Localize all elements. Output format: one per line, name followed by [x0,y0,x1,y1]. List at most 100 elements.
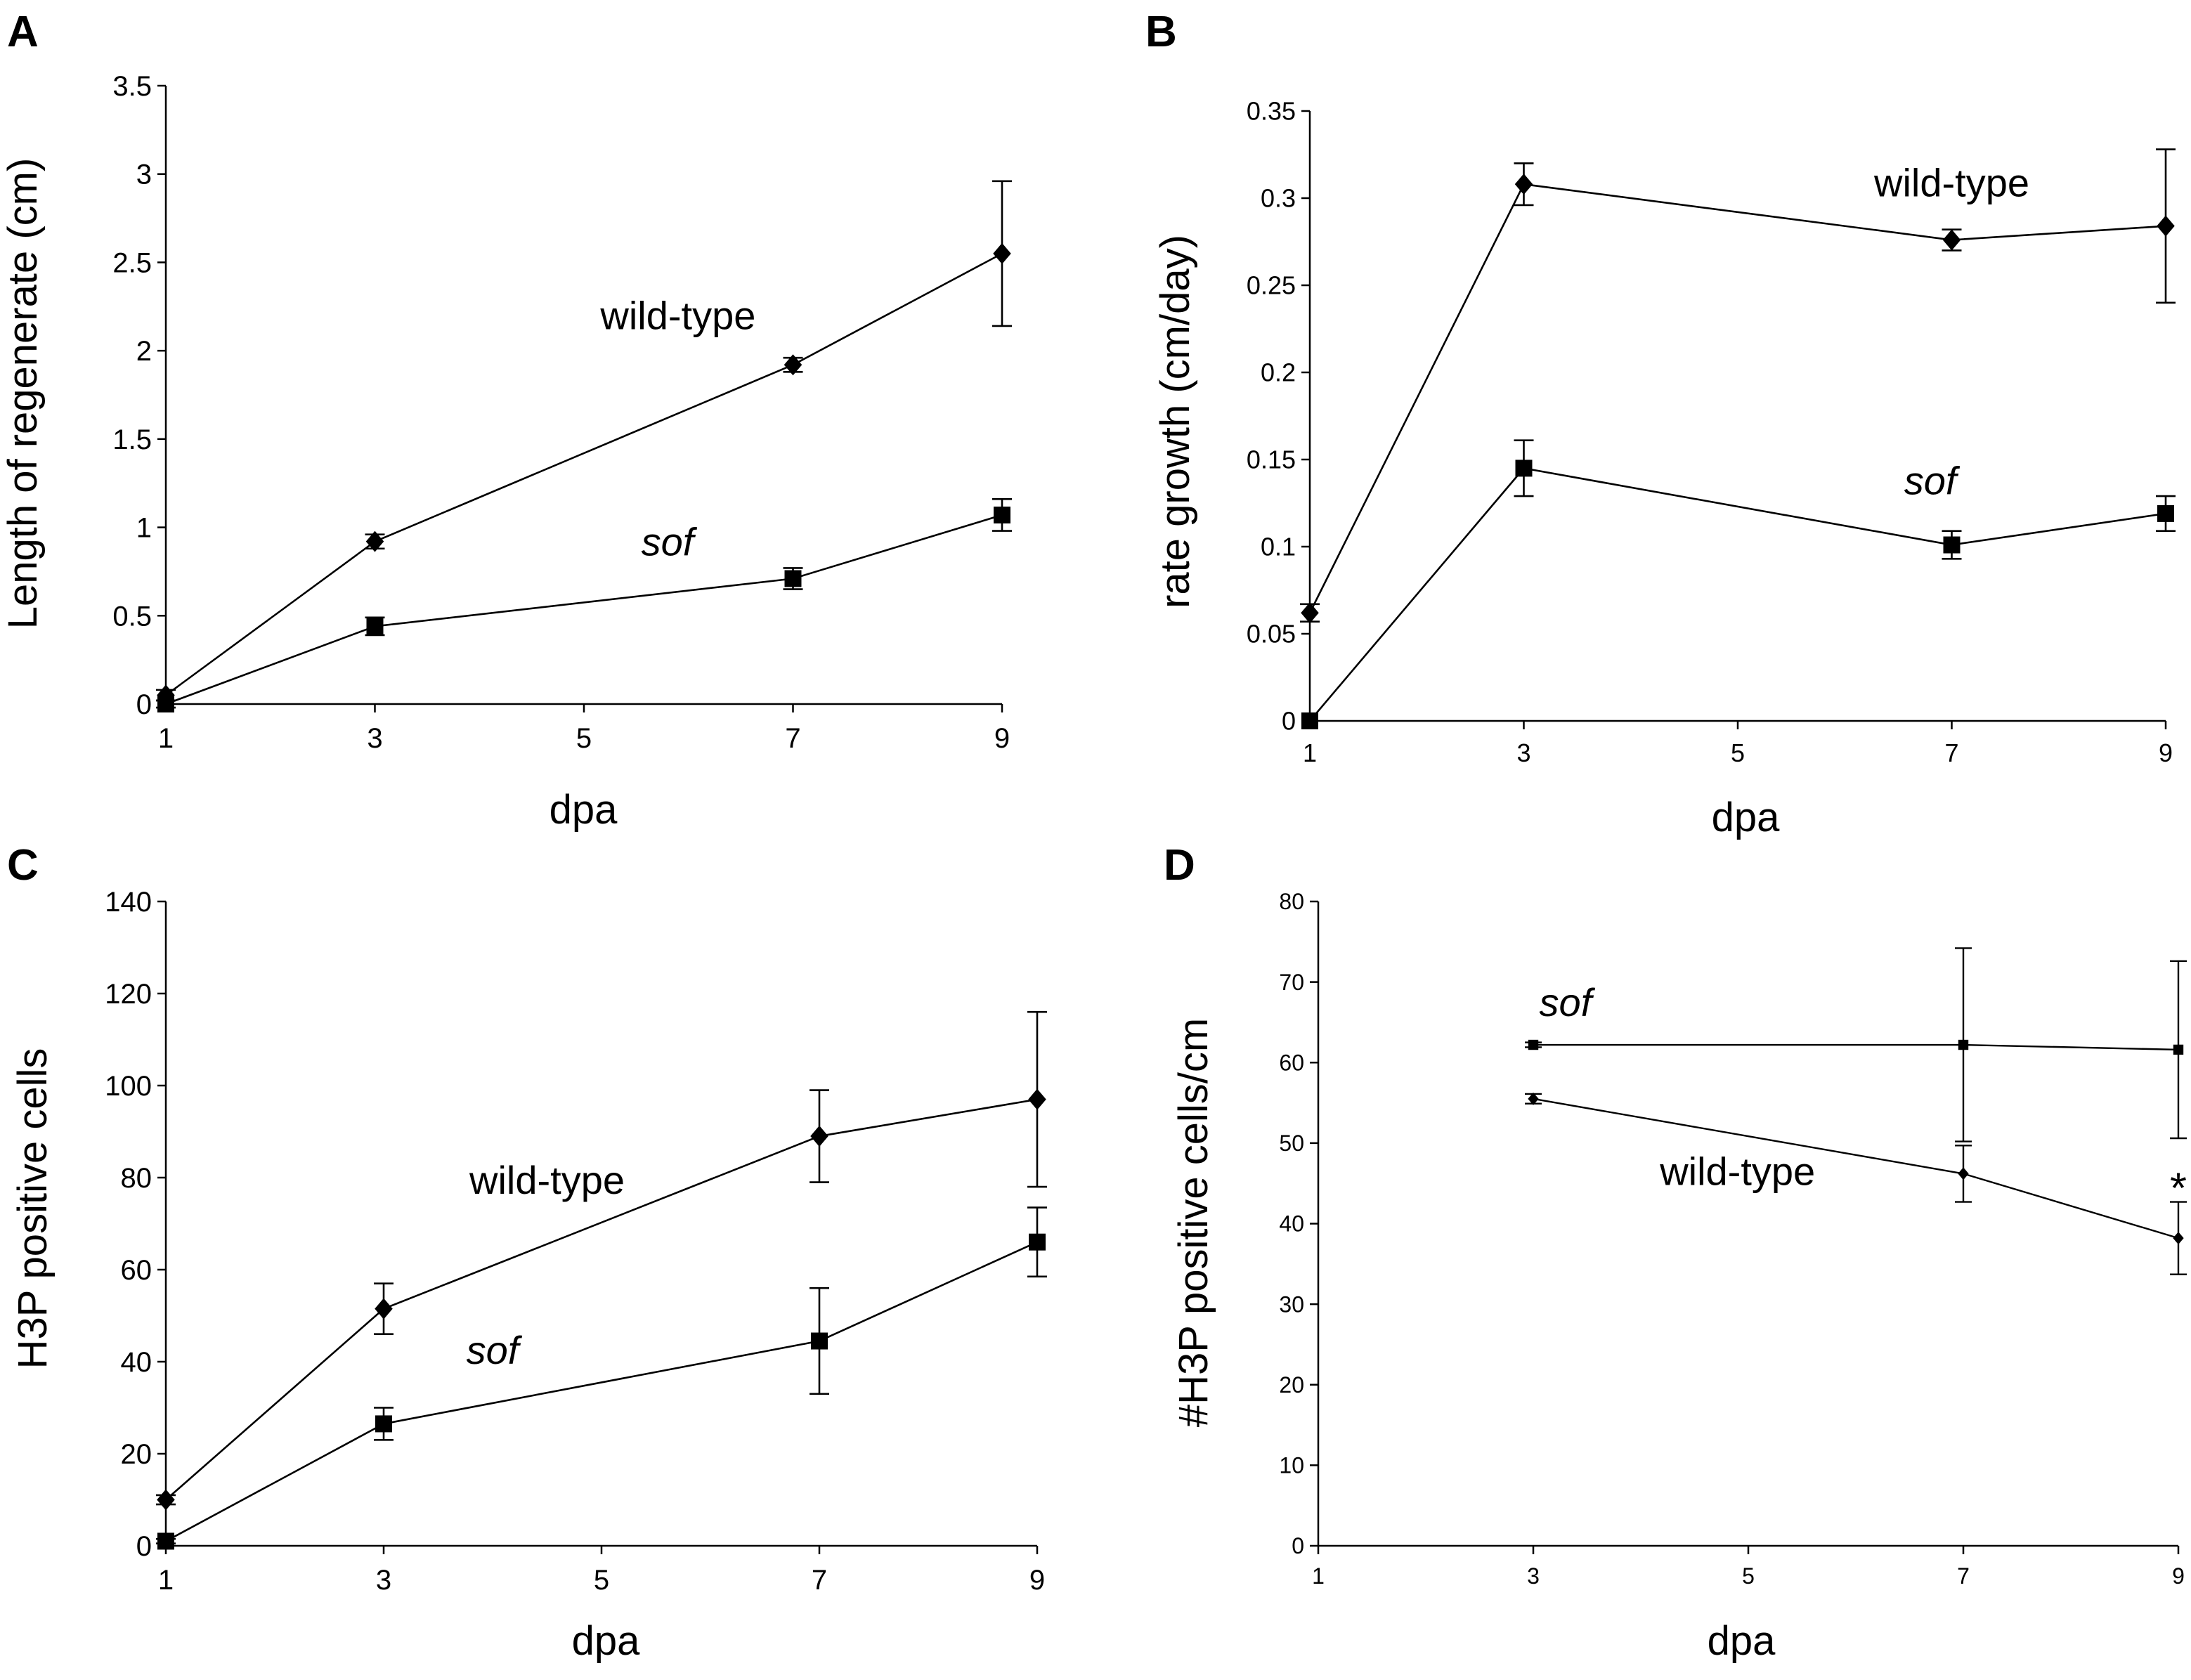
x-tick-label: 1 [158,1565,174,1596]
x-tick-label: 7 [1944,738,1958,767]
y-tick-label: 40 [121,1347,152,1378]
x-tick-label: 5 [576,723,592,754]
data-point-wild-type [784,354,802,376]
y-axis-title-c: H3P positive cells [10,1048,56,1369]
x-tick-label: 5 [1731,738,1745,767]
x-tick-label: 5 [594,1565,609,1596]
y-tick-label: 0.05 [1247,620,1296,649]
panel-b: B 0 0.05 0.1 0.15 0.2 0.25 0.3 0.35 1 3 5 7 9 wild-ty… [1145,8,2176,840]
y-axis-title-a: Length of regenerate (cm) [0,158,46,630]
series-label-wildtype: wild-type [1873,160,2029,204]
y-tick-label: 120 [105,979,152,1010]
x-tick-label: 3 [367,723,382,754]
y-tick-label: 0 [1292,1533,1304,1558]
data-point-sof [366,618,384,635]
plot-area-b: 0 0.05 0.1 0.15 0.2 0.25 0.3 0.35 1 3 5 7 9 wild-type… [1247,97,2176,767]
data-point-wild-type [810,1126,828,1147]
significance-marker: * [2170,1164,2187,1212]
panel-c: C 0 20 40 60 80 100 120 140 1 3 5 7 9 wild-type sof dp… [7,841,1047,1664]
y-tick-label: 20 [121,1439,152,1470]
x-tick-label: 7 [785,723,800,754]
x-tick-label: 9 [1029,1565,1045,1596]
x-tick-label: 9 [994,723,1010,754]
panel-letter-c: C [7,841,39,890]
data-point-sof [1943,536,1961,554]
data-point-wild-type [1958,1167,1969,1180]
data-point-sof [2173,1044,2184,1055]
y-tick-label: 1.5 [112,424,152,455]
y-tick-label: 1 [136,513,152,544]
series-line-sof [165,514,1003,705]
panel-letter-b: B [1145,8,1177,56]
panel-letter-d: D [1164,841,1195,890]
y-tick-label: 20 [1279,1372,1304,1398]
y-tick-label: 0.1 [1261,533,1296,561]
plot-area-c: 0 20 40 60 80 100 120 140 1 3 5 7 9 wild-type sof [105,887,1047,1596]
data-point-sof [157,1532,174,1550]
y-tick-label: 10 [1279,1453,1304,1478]
plot-area-d: 0 10 20 30 40 50 60 70 80 1 3 5 7 9 sof wild-type * [1279,889,2187,1589]
y-axis-title-b: rate growth (cm/day) [1152,235,1198,608]
y-tick-label: 80 [121,1163,152,1194]
data-point-wild-type [157,1489,175,1511]
series-label-wildtype: wild-type [1659,1150,1815,1194]
y-tick-label: 0 [136,1531,152,1562]
y-tick-label: 70 [1279,970,1304,995]
y-axis-title-d: #H3P positive cells/cm [1171,1018,1216,1427]
data-point-wild-type [2157,215,2175,237]
y-tick-label: 2.5 [112,247,152,278]
data-point-sof [157,696,174,712]
data-point-sof [1515,460,1533,477]
y-tick-label: 60 [121,1255,152,1286]
y-tick-label: 0.5 [112,601,152,632]
y-tick-label: 0 [136,689,152,720]
data-point-wild-type [1028,1088,1046,1110]
x-tick-label: 7 [1957,1563,1970,1589]
y-tick-label: 80 [1279,889,1304,914]
x-axis-title-b: dpa [1712,795,1781,840]
x-axis-title-c: dpa [572,1618,641,1664]
data-point-wild-type [993,242,1011,264]
data-point-sof [2157,504,2174,522]
y-tick-label: 40 [1279,1211,1304,1237]
x-tick-label: 9 [2159,738,2173,767]
x-axis-title-d: dpa [1708,1618,1776,1664]
data-point-sof [1528,1039,1539,1050]
data-point-wild-type [1528,1092,1539,1105]
data-point-wild-type [365,530,384,552]
x-tick-label: 7 [812,1565,827,1596]
y-tick-label: 0.2 [1261,358,1296,387]
x-tick-label: 3 [1516,738,1530,767]
data-point-sof [811,1332,828,1350]
data-point-sof [375,1415,392,1433]
x-tick-label: 5 [1742,1563,1755,1589]
x-tick-label: 1 [158,723,174,754]
x-axis-title-a: dpa [550,787,618,833]
y-tick-label: 2 [136,336,152,367]
data-point-sof [1301,712,1318,729]
y-tick-label: 30 [1279,1291,1304,1317]
y-tick-label: 100 [105,1071,152,1102]
series-line-sof [165,1241,1038,1542]
plot-area-a: 0 0.5 1 1.5 2 2.5 3 3.5 1 3 5 7 9 wild-type sof [112,71,1012,754]
series-line-sof [1309,467,2166,722]
data-point-wild-type [1514,174,1533,195]
x-tick-label: 3 [1527,1563,1540,1589]
y-tick-label: 3 [136,159,152,190]
data-point-wild-type [375,1298,393,1320]
panel-letter-a: A [7,8,39,56]
data-point-sof [784,570,802,587]
x-tick-label: 3 [376,1565,391,1596]
x-tick-label: 9 [2172,1563,2185,1589]
x-tick-label: 1 [1312,1563,1325,1589]
y-tick-label: 3.5 [112,71,152,102]
series-label-wildtype: wild-type [469,1158,625,1202]
y-tick-label: 140 [105,887,152,918]
series-label-sof: sof [467,1328,523,1372]
data-point-sof [1958,1039,1969,1050]
panel-d: D 0 10 20 30 40 50 60 70 80 1 3 5 7 9 sof wild-type * dp… [1164,841,2187,1664]
y-tick-label: 0.35 [1247,97,1296,126]
